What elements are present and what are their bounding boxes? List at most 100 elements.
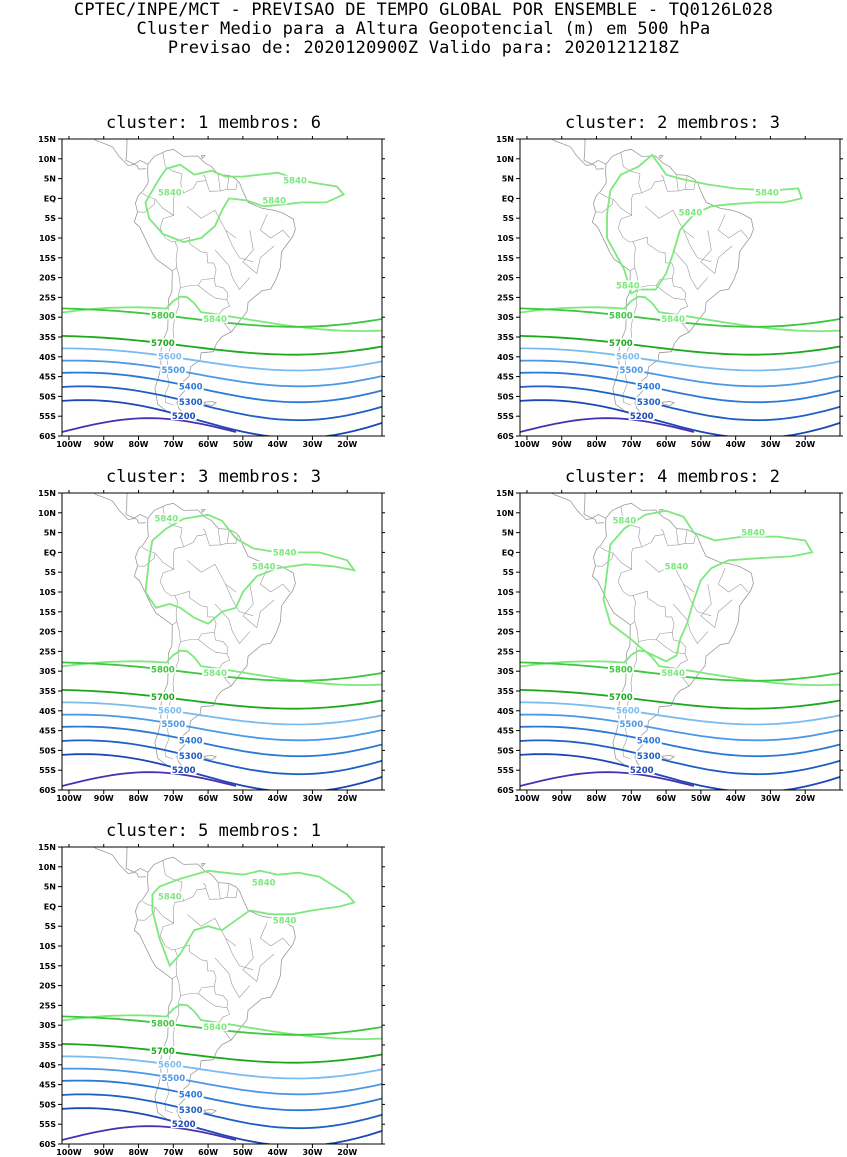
lat-label: 55S <box>497 766 514 775</box>
lon-label: 100W <box>514 794 540 803</box>
country-border <box>259 922 291 947</box>
lat-label: 15S <box>39 962 56 971</box>
country-border <box>217 528 221 545</box>
map-panel-2: 5840 5840 5840 5840 5800 5700 5600 5500 5400 5300… <box>496 135 843 449</box>
contour-5100 <box>520 771 695 787</box>
lon-label: 100W <box>56 440 82 449</box>
contour-5840-tropical <box>144 513 357 625</box>
lat-label: 15N <box>38 843 56 852</box>
contour-label-5840: 5840 <box>679 208 703 218</box>
lon-label: 70W <box>163 440 183 449</box>
lon-label: 100W <box>514 440 540 449</box>
lon-label: 90W <box>94 1148 114 1157</box>
contour-5600 <box>62 701 382 726</box>
contour-label-5600: 5600 <box>158 353 182 363</box>
contour-5700 <box>62 1043 382 1064</box>
country-border <box>700 584 733 629</box>
country-border <box>138 553 156 567</box>
lon-label: 20W <box>795 794 815 803</box>
contour-5400 <box>62 725 382 758</box>
lat-label: 5S <box>45 922 57 931</box>
contour-label-5840: 5840 <box>741 529 765 539</box>
lat-label: 5N <box>44 883 56 892</box>
country-border <box>187 206 237 239</box>
contour-label-5840: 5840 <box>665 562 689 572</box>
country-border <box>634 621 673 642</box>
country-border <box>176 267 215 288</box>
country-border <box>174 944 217 987</box>
contour-label-5840: 5840 <box>616 282 640 292</box>
contour-label-bg <box>663 561 690 571</box>
lon-label: 20W <box>795 440 815 449</box>
lat-label: 40S <box>39 353 56 362</box>
contour-label-5840: 5840 <box>273 916 297 926</box>
lon-label: 60W <box>656 440 676 449</box>
lat-label: 50S <box>39 1100 56 1109</box>
lat-label: 20S <box>497 274 514 283</box>
coastline-falklands <box>660 755 676 760</box>
lon-label: 70W <box>621 440 641 449</box>
header-line-3: Previsao de: 2020120900Z Valido para: 20… <box>167 38 680 58</box>
contour-5400 <box>62 371 382 404</box>
contour-5300 <box>62 739 382 776</box>
lat-label: 10N <box>38 509 56 518</box>
lon-label: 20W <box>337 1148 357 1157</box>
lat-label: 35S <box>39 1041 56 1050</box>
contour-label-bg <box>149 1046 176 1056</box>
lat-label: 5S <box>45 568 57 577</box>
country-border <box>617 215 636 272</box>
lon-label: 20W <box>337 440 357 449</box>
contour-5400 <box>62 1079 382 1112</box>
lat-label: 10S <box>497 588 514 597</box>
contour-label-5400: 5400 <box>179 736 203 746</box>
contour-label-bg <box>177 1105 204 1115</box>
lat-label: 20S <box>497 628 514 637</box>
contour-label-5840: 5840 <box>252 879 276 889</box>
contour-label-5600: 5600 <box>616 353 640 363</box>
lat-label: 55S <box>39 1120 56 1129</box>
lon-label: 80W <box>129 1148 149 1157</box>
country-border <box>159 923 178 980</box>
contour-label-bg <box>160 718 187 728</box>
contour-label-bg <box>156 351 183 361</box>
country-border <box>216 299 231 319</box>
contour-label-bg <box>160 364 187 374</box>
coastline-central-america <box>583 139 604 170</box>
lat-label: 15S <box>39 254 56 263</box>
contour-label-bg <box>177 381 204 391</box>
contour-label-bg <box>170 411 197 421</box>
map-panel-5-content: 5840 5840 5840 5840 5800 5700 5600 5500 5400 5300… <box>38 843 385 1157</box>
map-frame <box>61 846 383 1145</box>
contour-label-bg <box>753 187 780 197</box>
contour-label-5700: 5700 <box>609 693 633 703</box>
contour-label-5840: 5840 <box>283 177 307 187</box>
contour-5840-tropical <box>606 153 803 295</box>
country-border <box>225 937 254 971</box>
contour-label-bg <box>282 175 309 185</box>
lon-label: 60W <box>198 440 218 449</box>
lon-label: 80W <box>129 440 149 449</box>
panel-2-title: cluster: 2 membros: 3 <box>565 113 780 133</box>
contour-label-5840: 5840 <box>158 893 182 903</box>
contour-label-5400: 5400 <box>179 1090 203 1100</box>
lon-label: 60W <box>198 1148 218 1157</box>
lat-label: 30S <box>39 667 56 676</box>
country-border <box>684 530 688 544</box>
lat-label: 25S <box>497 293 514 302</box>
contour-label-5840: 5840 <box>155 515 179 525</box>
country-border <box>672 603 709 645</box>
contour-label-5840: 5840 <box>203 315 227 325</box>
contour-label-bg <box>177 1089 204 1099</box>
contour-label-5840: 5840 <box>203 669 227 679</box>
lat-label: 55S <box>39 412 56 421</box>
country-border <box>183 882 207 902</box>
contour-5700 <box>62 689 382 710</box>
lat-label: 50S <box>497 746 514 755</box>
country-border <box>198 986 229 1009</box>
lat-label: 5S <box>45 214 57 223</box>
lat-label: 5S <box>503 568 515 577</box>
contour-label-bg <box>614 705 641 715</box>
contour-label-bg <box>740 527 767 537</box>
lat-label: 10N <box>38 863 56 872</box>
country-border <box>717 568 749 593</box>
